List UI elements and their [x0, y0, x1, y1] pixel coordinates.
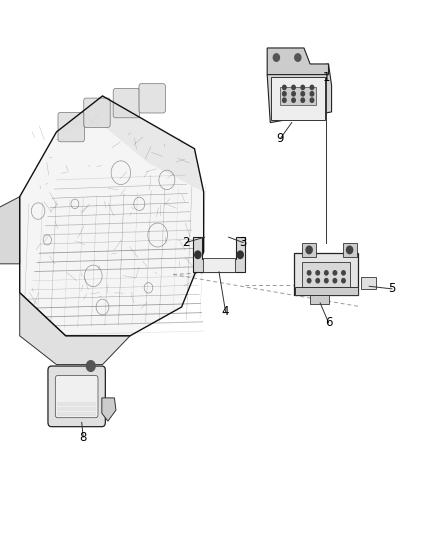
Circle shape	[295, 54, 301, 61]
FancyBboxPatch shape	[295, 287, 358, 295]
FancyBboxPatch shape	[113, 88, 140, 118]
Circle shape	[283, 85, 286, 90]
Polygon shape	[20, 96, 204, 336]
Polygon shape	[20, 293, 130, 365]
FancyBboxPatch shape	[48, 366, 105, 426]
FancyBboxPatch shape	[84, 98, 110, 127]
Circle shape	[273, 54, 279, 61]
Polygon shape	[267, 48, 328, 75]
Circle shape	[307, 271, 311, 275]
FancyBboxPatch shape	[361, 277, 376, 289]
Polygon shape	[102, 398, 116, 421]
FancyBboxPatch shape	[57, 412, 96, 416]
FancyBboxPatch shape	[139, 84, 166, 113]
Circle shape	[333, 279, 337, 283]
Polygon shape	[57, 96, 204, 192]
Text: 9: 9	[276, 132, 284, 145]
FancyBboxPatch shape	[271, 77, 325, 120]
Circle shape	[283, 92, 286, 96]
Circle shape	[316, 279, 319, 283]
Polygon shape	[267, 64, 332, 123]
Circle shape	[325, 271, 328, 275]
Circle shape	[310, 85, 314, 90]
Circle shape	[292, 92, 295, 96]
Circle shape	[310, 98, 314, 102]
Text: 3: 3	[240, 236, 247, 249]
Text: 4: 4	[222, 305, 230, 318]
Circle shape	[301, 92, 304, 96]
Circle shape	[333, 271, 337, 275]
Polygon shape	[193, 237, 245, 272]
FancyBboxPatch shape	[310, 292, 329, 304]
Circle shape	[301, 85, 304, 90]
FancyBboxPatch shape	[58, 112, 85, 142]
Circle shape	[195, 251, 201, 259]
FancyBboxPatch shape	[280, 87, 316, 105]
Text: 2: 2	[182, 236, 190, 249]
Circle shape	[325, 279, 328, 283]
Circle shape	[306, 246, 312, 254]
FancyBboxPatch shape	[57, 402, 96, 406]
Circle shape	[346, 246, 353, 254]
FancyBboxPatch shape	[302, 262, 350, 289]
Circle shape	[342, 271, 345, 275]
Circle shape	[310, 92, 314, 96]
Text: 5: 5	[389, 282, 396, 295]
Circle shape	[283, 98, 286, 102]
Circle shape	[316, 271, 319, 275]
FancyBboxPatch shape	[57, 407, 96, 410]
Text: 1: 1	[322, 71, 330, 84]
Circle shape	[307, 279, 311, 283]
FancyBboxPatch shape	[343, 243, 357, 257]
Text: 8: 8	[80, 431, 87, 443]
FancyBboxPatch shape	[55, 376, 98, 418]
Circle shape	[301, 98, 304, 102]
FancyBboxPatch shape	[302, 243, 316, 257]
Circle shape	[292, 98, 295, 102]
FancyBboxPatch shape	[203, 258, 235, 272]
Circle shape	[86, 361, 95, 372]
Circle shape	[237, 251, 243, 259]
Circle shape	[292, 85, 295, 90]
Text: 6: 6	[325, 316, 332, 329]
FancyBboxPatch shape	[294, 253, 358, 295]
Polygon shape	[0, 197, 20, 264]
Circle shape	[342, 279, 345, 283]
